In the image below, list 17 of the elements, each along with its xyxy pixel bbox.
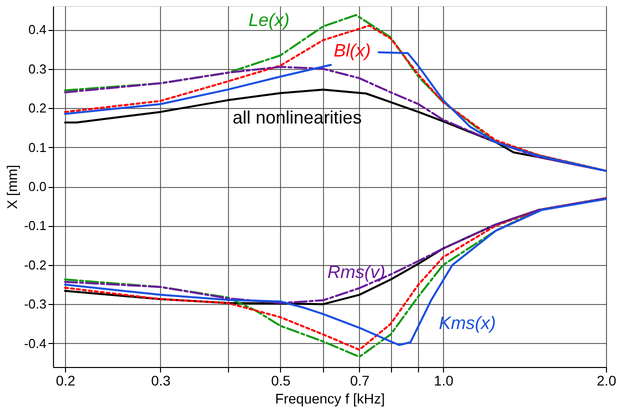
- x-tick-label: 1.0: [434, 372, 454, 388]
- y-tick-label: -0.4: [24, 336, 46, 351]
- x-tick-label: 0.5: [271, 372, 291, 388]
- y-axis-title: X [mm]: [4, 164, 20, 210]
- y-tick-label: 0.4: [28, 22, 46, 38]
- x-tick-label: 0.7: [350, 372, 370, 388]
- y-tick-label: 0.2: [28, 100, 46, 116]
- y-tick-label: 0.1: [28, 140, 46, 155]
- y-tick-label: -0.1: [24, 218, 46, 234]
- y-tick-label: -0.3: [24, 296, 46, 312]
- y-tick-label: 0.0: [28, 179, 46, 194]
- x-axis-title: Frequency f [kHz]: [275, 390, 385, 406]
- y-tick-label: 0.3: [28, 61, 46, 76]
- x-tick-label: 2.0: [596, 372, 616, 388]
- x-tick-label: 0.2: [56, 372, 76, 388]
- y-tick-label: -0.2: [24, 257, 46, 272]
- x-tick-label: 0.3: [151, 372, 171, 388]
